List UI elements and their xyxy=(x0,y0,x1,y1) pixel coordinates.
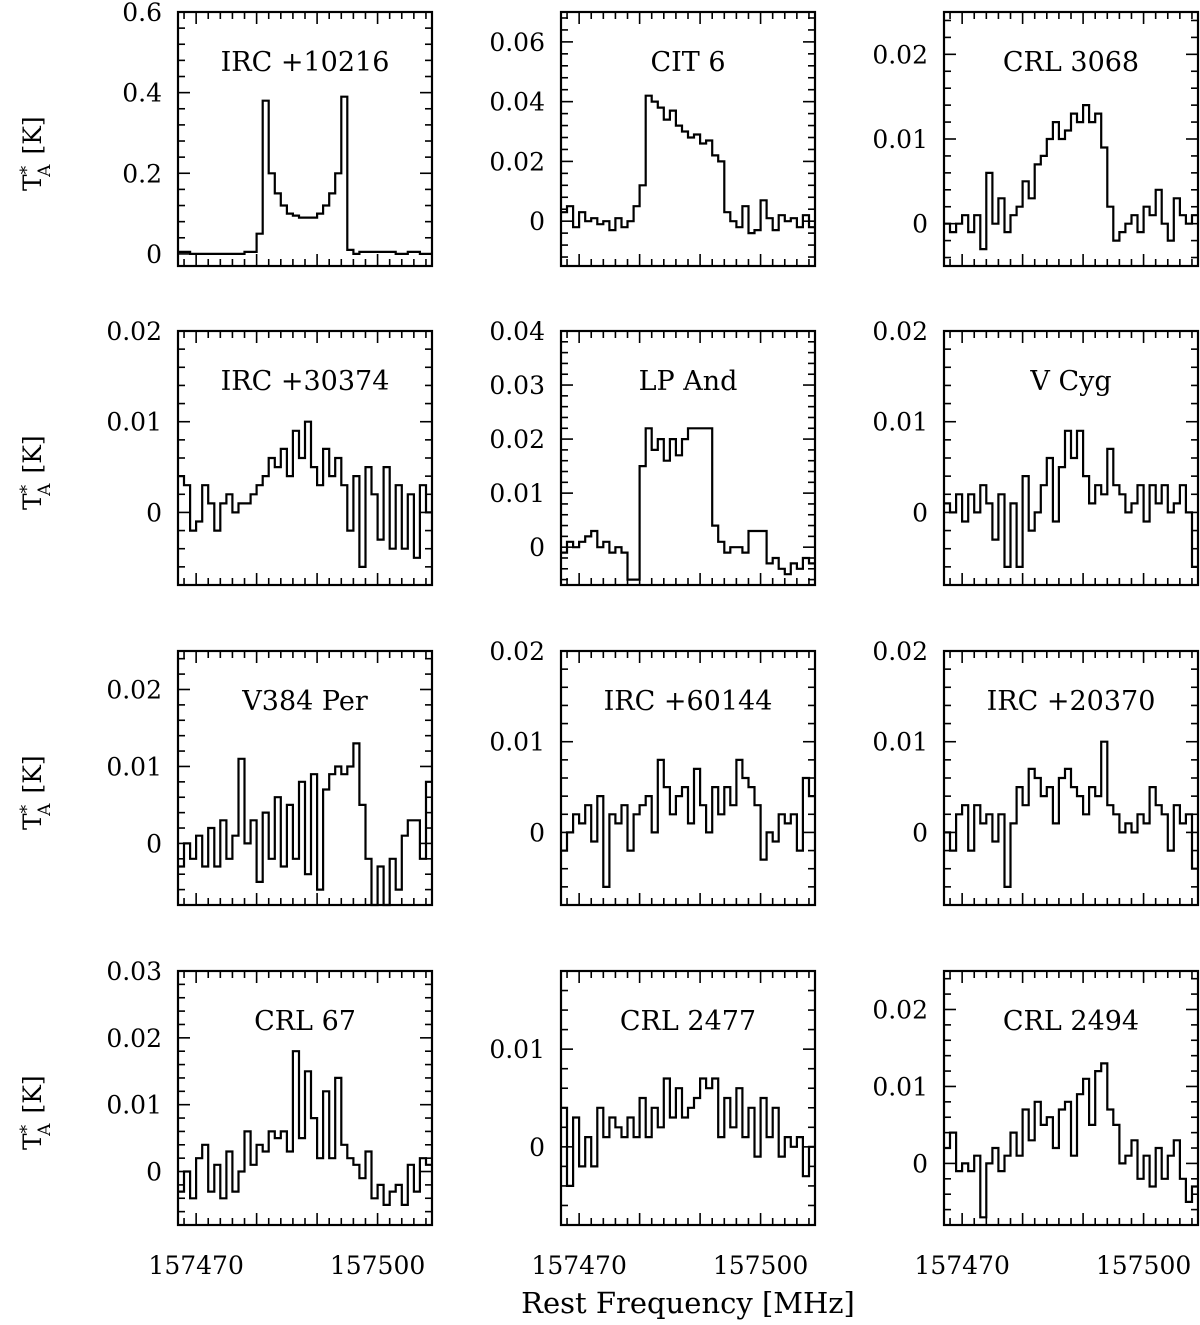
y-tick-label: 0.04 xyxy=(489,317,545,346)
y-tick-label: 0 xyxy=(146,1158,162,1187)
panel-title-crl-3068: CRL 3068 xyxy=(1003,47,1139,78)
y-tick-label: 0.01 xyxy=(106,752,162,781)
y-tick-label: 0.06 xyxy=(489,28,545,57)
panel-title-v384-per: V384 Per xyxy=(241,686,368,717)
panel-irc-30374: 0 0.01 0.02 IRC +30374 T*A[K] xyxy=(17,317,434,587)
y-tick-label: 0.01 xyxy=(489,1035,545,1064)
y-axis-title: T*A[K] xyxy=(17,755,55,830)
panel-v384-per: 0 0.01 0.02 V384 Per T*A[K] xyxy=(17,649,434,907)
y-tick-label: 0 xyxy=(912,498,928,527)
panel-cit-6: 0 0.02 0.04 0.06 CIT 6 xyxy=(489,10,817,268)
panel-crl-67: 0 0.01 0.02 0.03 CRL 67 T*A[K] 157470 157500 xyxy=(17,957,434,1280)
panel-title-irc-30374: IRC +30374 xyxy=(221,366,390,397)
y-tick-label: 0 xyxy=(529,533,545,562)
y-tick-label: 0.02 xyxy=(489,425,545,454)
spectrum-line-irc-10216 xyxy=(178,95,432,255)
panel-irc-60144: 0 0.01 0.02 IRC +60144 xyxy=(489,637,817,907)
y-tick-label: 0.02 xyxy=(872,40,928,69)
y-tick-label: 0 xyxy=(912,818,928,847)
y-tick-label: 0.02 xyxy=(489,637,545,666)
spectrum-line-crl-2494 xyxy=(944,1062,1198,1219)
panel-title-irc-10216: IRC +10216 xyxy=(221,47,390,78)
panel-crl-2477: 0 0.01 CRL 2477 157470 157500 xyxy=(489,969,817,1280)
panel-title-crl-67: CRL 67 xyxy=(254,1006,356,1037)
y-tick-label: 0.02 xyxy=(106,1024,162,1053)
panel-title-irc-20370: IRC +20370 xyxy=(987,686,1156,717)
spectrum-line-irc-60144 xyxy=(561,758,815,888)
y-tick-label: 0.02 xyxy=(872,995,928,1024)
y-tick-label: 0.03 xyxy=(106,957,162,986)
spectrum-line-cit-6 xyxy=(561,94,815,235)
y-tick-label: 0.02 xyxy=(872,637,928,666)
spectrum-line-irc-20370 xyxy=(944,740,1198,888)
y-tick-label: 0 xyxy=(529,1133,545,1162)
x-tick-label: 157500 xyxy=(330,1251,425,1280)
spectrum-line-crl-2477 xyxy=(561,1077,815,1187)
y-tick-label: 0.01 xyxy=(872,1072,928,1101)
y-tick-label: 0.4 xyxy=(122,79,162,108)
panel-title-lp-and: LP And xyxy=(639,366,738,397)
y-tick-label: 0.02 xyxy=(489,147,545,176)
y-tick-label: 0.6 xyxy=(122,0,162,27)
y-tick-label: 0 xyxy=(529,207,545,236)
spectrum-line-crl-67 xyxy=(178,1050,432,1206)
y-tick-label: 0.01 xyxy=(106,1091,162,1120)
x-tick-label: 157470 xyxy=(914,1251,1009,1280)
y-tick-label: 0 xyxy=(912,1149,928,1178)
y-axis-title: T*A[K] xyxy=(17,1075,55,1150)
x-tick-label: 157470 xyxy=(148,1251,243,1280)
spectra-panels: 0 0.2 0.4 0.6 IRC +10216 T*A[K] 0 0.02 0.04 0.06 C… xyxy=(17,0,1200,1280)
y-axis-title: T*A[K] xyxy=(17,435,55,510)
panel-title-cit-6: CIT 6 xyxy=(650,47,725,78)
y-tick-label: 0.01 xyxy=(872,728,928,757)
x-tick-label: 157500 xyxy=(713,1251,808,1280)
y-tick-label: 0.01 xyxy=(872,408,928,437)
spectrum-line-v-cyg xyxy=(944,429,1198,568)
y-tick-label: 0.03 xyxy=(489,371,545,400)
panel-lp-and: 0 0.01 0.02 0.03 0.04 LP And xyxy=(489,317,817,587)
x-tick-label: 157470 xyxy=(531,1251,626,1280)
y-tick-label: 0 xyxy=(529,818,545,847)
y-tick-label: 0.2 xyxy=(122,159,162,188)
y-tick-label: 0 xyxy=(146,240,162,269)
spectrum-line-irc-30374 xyxy=(178,420,432,568)
y-tick-label: 0.01 xyxy=(489,728,545,757)
y-tick-label: 0.04 xyxy=(489,88,545,117)
y-tick-label: 0 xyxy=(146,498,162,527)
panel-title-v-cyg: V Cyg xyxy=(1029,366,1111,397)
panel-v-cyg: 0 0.01 0.02 V Cyg xyxy=(872,317,1200,587)
panel-title-crl-2477: CRL 2477 xyxy=(620,1006,756,1037)
panel-title-crl-2494: CRL 2494 xyxy=(1003,1006,1139,1037)
panel-irc-20370: 0 0.01 0.02 IRC +20370 xyxy=(872,637,1200,907)
y-tick-label: 0.01 xyxy=(872,125,928,154)
y-tick-label: 0.02 xyxy=(106,317,162,346)
x-axis-title: Rest Frequency [MHz] xyxy=(521,1286,855,1320)
y-tick-label: 0.02 xyxy=(872,317,928,346)
spectrum-line-crl-3068 xyxy=(944,104,1198,251)
panel-crl-3068: 0 0.01 0.02 CRL 3068 xyxy=(872,10,1200,268)
x-tick-label: 157500 xyxy=(1096,1251,1191,1280)
spectrum-line-v384-per xyxy=(178,742,432,907)
y-axis-title: T*A[K] xyxy=(17,116,55,191)
panel-crl-2494: 0 0.01 0.02 CRL 2494 157470 157500 xyxy=(872,969,1200,1280)
y-tick-label: 0 xyxy=(912,210,928,239)
panel-title-irc-60144: IRC +60144 xyxy=(604,686,773,717)
panel-irc-10216: 0 0.2 0.4 0.6 IRC +10216 T*A[K] xyxy=(17,0,434,269)
y-tick-label: 0 xyxy=(146,829,162,858)
spectrum-line-lp-and xyxy=(561,427,815,581)
y-tick-label: 0.02 xyxy=(106,675,162,704)
y-tick-label: 0.01 xyxy=(489,479,545,508)
y-tick-label: 0.01 xyxy=(106,408,162,437)
